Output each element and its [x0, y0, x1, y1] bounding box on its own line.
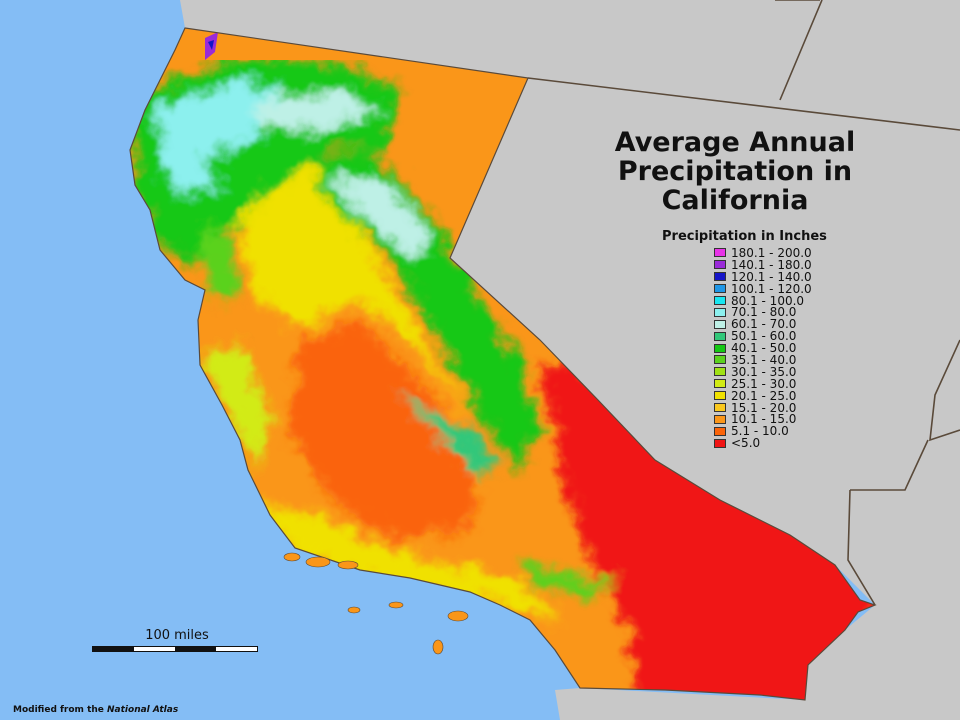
legend-label: 50.1 - 60.0: [731, 329, 797, 344]
legend-swatch: [714, 438, 726, 448]
legend-title: Precipitation in Inches: [662, 229, 827, 244]
state-border-oregon-idaho: [775, 0, 823, 101]
legend-swatch: [714, 248, 726, 258]
legend-label: 120.1 - 140.0: [731, 269, 812, 284]
legend-item: 25.1 - 30.0: [714, 378, 932, 390]
legend-item: 35.1 - 40.0: [714, 354, 932, 366]
legend-item: 20.1 - 25.0: [714, 390, 932, 402]
legend-item: 50.1 - 60.0: [714, 330, 932, 342]
legend-swatch: [714, 367, 726, 377]
legend-label: 35.1 - 40.0: [731, 352, 797, 367]
legend-label: 80.1 - 100.0: [731, 293, 805, 308]
legend-label: 20.1 - 25.0: [731, 388, 797, 403]
legend-item: 30.1 - 35.0: [714, 366, 932, 378]
legend-item: 60.1 - 70.0: [714, 318, 932, 330]
legend-list: 180.1 - 200.0 140.1 - 180.0 120.1 - 140.0 1…: [662, 247, 932, 449]
legend-swatch: [714, 391, 726, 401]
legend-swatch: [714, 284, 726, 294]
scale-bar: 100 miles: [92, 628, 262, 652]
legend-swatch: [714, 296, 726, 305]
legend-label: 40.1 - 50.0: [731, 341, 797, 356]
legend-item: 10.1 - 15.0: [714, 413, 932, 425]
legend-label: 10.1 - 15.0: [731, 412, 797, 427]
legend-item: 120.1 - 140.0: [714, 271, 932, 283]
legend-label: <5.0: [731, 436, 761, 451]
legend-item: 80.1 - 100.0: [714, 295, 932, 307]
map-legend: Precipitation in Inches 180.1 - 200.0 140…: [662, 229, 932, 449]
legend-item: 40.1 - 50.0: [714, 342, 932, 354]
scale-bar-graphic: [92, 646, 258, 652]
legend-label: 70.1 - 80.0: [731, 305, 797, 320]
state-border-arizona-mexico: [847, 439, 929, 606]
scale-segment: [175, 647, 216, 651]
credit-prefix: Modified from the: [13, 705, 108, 715]
legend-label: 25.1 - 30.0: [731, 376, 797, 391]
legend-item: 180.1 - 200.0: [714, 247, 932, 259]
legend-label: 15.1 - 20.0: [731, 400, 797, 415]
legend-swatch: [714, 355, 726, 365]
legend-item: <5.0: [714, 437, 932, 449]
title-line-2: Precipitation in: [617, 156, 853, 187]
legend-swatch: [714, 319, 726, 329]
credit-source: National Atlas: [107, 705, 179, 715]
legend-swatch: [714, 272, 726, 282]
legend-swatch: [714, 343, 726, 353]
state-border-nevada-utah: [527, 77, 960, 131]
legend-label: 180.1 - 200.0: [731, 245, 812, 260]
legend-item: 140.1 - 180.0: [714, 259, 932, 271]
legend-item: 15.1 - 20.0: [714, 402, 932, 414]
source-credit: Modified from the National Atlas: [13, 705, 178, 715]
legend-swatch: [714, 414, 726, 424]
scale-segment: [216, 647, 257, 651]
scale-label: 100 miles: [145, 628, 209, 643]
legend-item: 5.1 - 10.0: [714, 425, 932, 437]
channel-islands: [283, 552, 469, 655]
legend-swatch: [714, 331, 726, 341]
legend-swatch: [714, 403, 726, 413]
california-outline: [129, 27, 877, 701]
map-title: Average Annual Precipitation in Californ…: [545, 128, 925, 215]
legend-label: 140.1 - 180.0: [731, 257, 812, 272]
legend-label: 100.1 - 120.0: [731, 281, 812, 296]
legend-item: 70.1 - 80.0: [714, 306, 932, 318]
legend-swatch: [714, 307, 726, 317]
scale-segment: [134, 647, 175, 651]
legend-label: 5.1 - 10.0: [731, 424, 789, 439]
legend-swatch: [714, 260, 726, 270]
scale-segment: [93, 647, 134, 651]
legend-swatch: [714, 426, 726, 436]
neighbor-land: [180, 0, 960, 720]
legend-item: 100.1 - 120.0: [714, 283, 932, 295]
legend-swatch: [714, 379, 726, 389]
title-line-3: California: [661, 185, 809, 216]
legend-label: 60.1 - 70.0: [731, 317, 797, 332]
state-border-utah-arizona: [929, 339, 960, 442]
title-line-1: Average Annual: [614, 127, 856, 158]
legend-label: 30.1 - 35.0: [731, 364, 797, 379]
